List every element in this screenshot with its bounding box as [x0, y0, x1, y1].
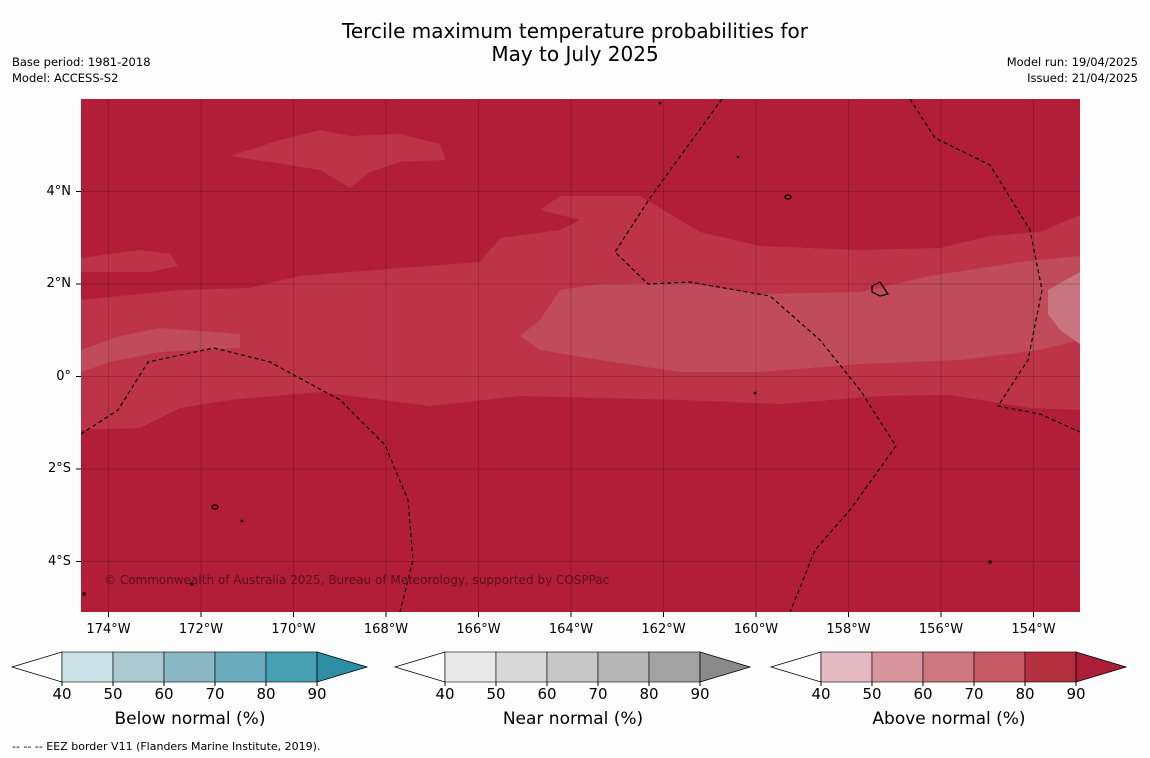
lat-label: 2°N: [46, 276, 72, 291]
lat-label: 0°: [56, 368, 71, 384]
band-70-80-north: [230, 130, 446, 188]
colorbar-tick-label: 40: [811, 685, 830, 703]
lat-tick-marks: [76, 191, 81, 562]
eez-border-west: [81, 347, 414, 612]
colorbar-segment: [1024, 651, 1077, 683]
lat-label: 4°S: [47, 553, 71, 569]
colorbar-tick-label: 90: [307, 685, 326, 703]
colorbar-segment: [546, 651, 599, 683]
lon-label: 164°W: [548, 622, 594, 637]
colorbar-tick-label: 70: [964, 685, 983, 703]
colorbar-under-triangle: [393, 651, 446, 683]
colorbar-tick-label: 60: [537, 685, 556, 703]
lon-tick-marks: [108, 612, 1034, 617]
band-70-80-west: [81, 250, 178, 272]
colorbar-tick-label: 60: [913, 685, 932, 703]
colorbar-tick-label: 90: [1066, 685, 1085, 703]
meta-right: Model run: 19/04/2025 Issued: 21/04/2025: [1007, 54, 1138, 86]
colorbar-segment: [444, 651, 497, 683]
base-period: Base period: 1981-2018: [12, 55, 151, 69]
colorbar-segment: [922, 651, 975, 683]
eez-border-middle: [614, 99, 897, 612]
colorbar-tick-label: 60: [154, 685, 173, 703]
lon-label: 166°W: [456, 622, 501, 637]
colorbar-tick-label: 40: [52, 685, 71, 703]
colorbar-over-triangle: [316, 651, 369, 683]
lon-label: 172°W: [178, 622, 224, 637]
lon-label: 174°W: [86, 622, 131, 637]
colorbar-segment: [973, 651, 1026, 683]
colorbar-label-below: Below normal (%): [114, 709, 266, 729]
map-field: [81, 99, 1080, 612]
band-50-60: [1048, 272, 1080, 344]
colorbar-tick-label: 80: [639, 685, 658, 703]
lon-label: 160°W: [733, 622, 779, 637]
colorbar-segment: [112, 651, 165, 683]
colorbar-segment: [820, 651, 873, 683]
colorbar-over-triangle: [699, 651, 752, 683]
lon-label: 156°W: [918, 622, 964, 637]
colorbar-tick-label: 70: [205, 685, 224, 703]
colorbar-tick-label: 50: [103, 685, 122, 703]
colorbar-segment: [265, 651, 318, 683]
chart-title-line1: Tercile maximum temperature probabilitie…: [342, 19, 808, 43]
eez-footnote: -- -- -- EEZ border V11 (Flanders Marine…: [12, 740, 321, 753]
colorbar-segment: [495, 651, 548, 683]
colorbar-label-above: Above normal (%): [872, 709, 1026, 729]
lon-label: 154°W: [1011, 622, 1056, 637]
lon-label: 162°W: [641, 622, 686, 637]
colorbar-under-triangle: [10, 651, 63, 683]
issued-date: Issued: 21/04/2025: [1027, 71, 1138, 85]
colorbar-tick-label: 90: [690, 685, 709, 703]
colorbar-under-triangle: [769, 651, 822, 683]
colorbar-segment: [871, 651, 924, 683]
eez-border-east: [909, 99, 1080, 433]
colorbars: 40 50 60 70 80 90 40 50 60 70 80 90 40 50 60 70 80 90: [10, 651, 1128, 703]
colorbar-tick-label: 70: [588, 685, 607, 703]
colorbar-tick-label: 80: [1015, 685, 1034, 703]
copyright-text: © Commonwealth of Australia 2025, Bureau…: [104, 573, 609, 587]
colorbar-segment: [163, 651, 216, 683]
colorbar-1: 40 50 60 70 80 90: [393, 651, 752, 703]
lat-label: 4°N: [46, 183, 72, 199]
lat-label: 2°S: [47, 461, 71, 476]
graticule: [81, 99, 1080, 612]
model-run: Model run: 19/04/2025: [1006, 55, 1138, 69]
chart-title-line2: May to July 2025: [491, 42, 659, 66]
colorbar-2: 40 50 60 70 80 90: [769, 651, 1128, 703]
lon-label: 170°W: [271, 622, 316, 637]
colorbar-tick-label: 50: [486, 685, 505, 703]
colorbar-segment: [597, 651, 650, 683]
meta-left: Base period: 1981-2018 Model: ACCESS-S2: [12, 54, 151, 86]
lon-label: 158°W: [826, 622, 871, 637]
colorbar-over-triangle: [1075, 651, 1128, 683]
lon-label: 168°W: [363, 622, 409, 637]
islands: [82, 101, 992, 596]
colorbar-tick-label: 40: [435, 685, 454, 703]
colorbar-tick-label: 50: [862, 685, 881, 703]
model-name: Model: ACCESS-S2: [12, 71, 119, 85]
band-60-70: [81, 256, 1080, 372]
colorbar-tick-label: 80: [256, 685, 275, 703]
colorbar-0: 40 50 60 70 80 90: [10, 651, 369, 703]
colorbar-label-near: Near normal (%): [502, 709, 644, 729]
colorbar-segment: [61, 651, 114, 683]
colorbar-segment: [214, 651, 267, 683]
colorbar-segment: [648, 651, 701, 683]
